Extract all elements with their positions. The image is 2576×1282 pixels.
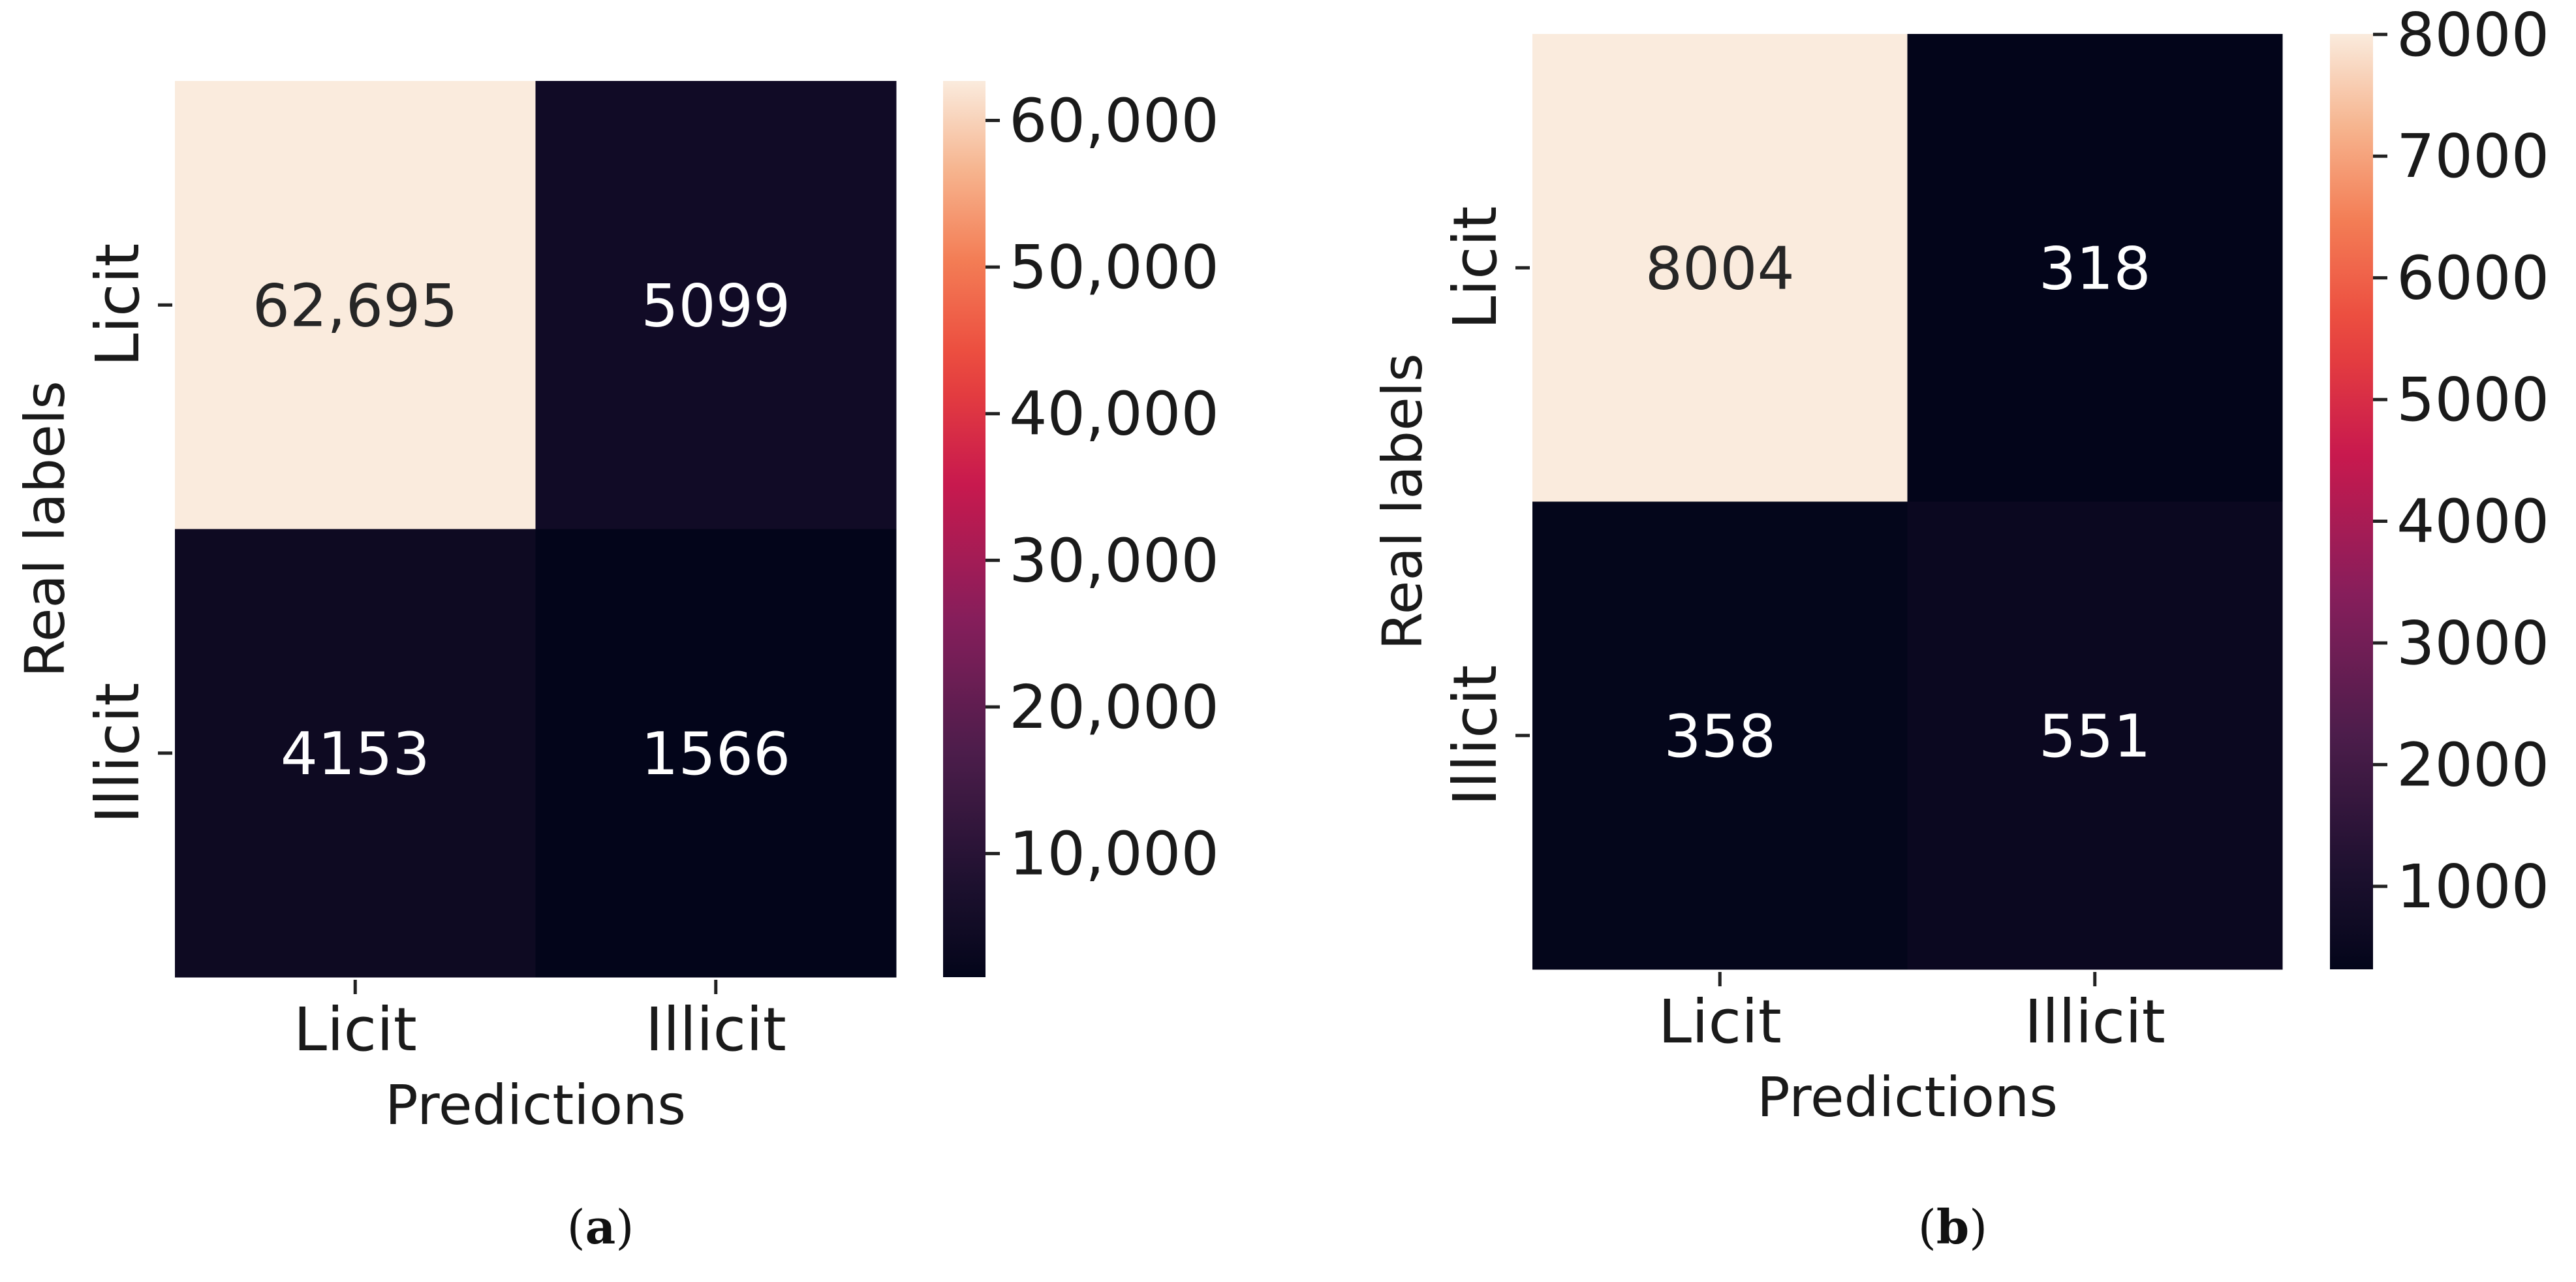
panel-label-b: (b) <box>1918 1199 1988 1255</box>
x-axis-label: Predictions <box>1757 1065 2058 1129</box>
cell-value-label: 551 <box>2039 702 2151 771</box>
cell-licit-licit <box>1532 34 1908 502</box>
colorbar-tick-label: 60,000 <box>1009 86 1219 156</box>
colorbar-tick-label: 3000 <box>2397 608 2549 678</box>
colorbar <box>943 81 985 977</box>
cell-value-label: 318 <box>2039 234 2151 303</box>
panel-letter: a <box>585 1199 616 1255</box>
x-tick-label-licit: Licit <box>294 995 417 1065</box>
cell-value-label: 62,695 <box>253 272 458 340</box>
panel-label-a: (a) <box>567 1199 634 1255</box>
colorbar-tick-label: 8000 <box>2397 0 2549 70</box>
colorbar-tick-label: 30,000 <box>1009 525 1219 595</box>
colorbar <box>2330 34 2373 969</box>
heatmap-panel-a: 62,695 5099 4153 1566 Licit Illicit Licit Illic… <box>13 81 1219 1255</box>
cell-value-label: 5099 <box>641 272 790 340</box>
y-axis-label: Real labels <box>1371 353 1435 650</box>
cell-value-label: 4153 <box>281 720 430 789</box>
x-tick-label-illicit: Illicit <box>2025 987 2165 1057</box>
y-axis-label: Real labels <box>13 381 77 678</box>
y-tick-label-licit: Licit <box>1440 206 1510 330</box>
cell-value-label: 1566 <box>641 720 790 789</box>
cell-illicit-licit <box>175 529 536 978</box>
cell-licit-illicit <box>535 81 897 529</box>
colorbar-tick-label: 6000 <box>2397 243 2549 313</box>
y-tick-label-illicit: Illicit <box>83 683 153 824</box>
cell-illicit-illicit <box>535 529 897 978</box>
colorbar-tick-label: 5000 <box>2397 365 2549 435</box>
colorbar-tick-label: 2000 <box>2397 730 2549 800</box>
cell-illicit-illicit <box>1907 501 2283 970</box>
cell-licit-licit <box>175 81 536 529</box>
heatmap-panel-b: 8004 318 358 551 Licit Illicit Licit Illicit Pre… <box>1371 0 2549 1255</box>
colorbar-tick-label: 1000 <box>2397 852 2549 922</box>
y-tick-label-illicit: Illicit <box>1440 665 1510 806</box>
colorbar-tick-label: 40,000 <box>1009 379 1219 449</box>
colorbar-tick-label: 20,000 <box>1009 672 1219 742</box>
x-tick-label-illicit: Illicit <box>645 995 786 1065</box>
cell-value-label: 8004 <box>1645 234 1795 303</box>
x-tick-label-licit: Licit <box>1658 987 1782 1057</box>
cell-licit-illicit <box>1907 34 2283 502</box>
cell-illicit-licit <box>1532 501 1908 970</box>
panel-letter: b <box>1936 1199 1969 1255</box>
colorbar-tick-label: 50,000 <box>1009 232 1219 302</box>
y-tick-label-licit: Licit <box>83 243 153 367</box>
cell-value-label: 358 <box>1664 702 1776 771</box>
colorbar-tick-label: 7000 <box>2397 121 2549 191</box>
colorbar-tick-label: 4000 <box>2397 487 2549 557</box>
colorbar-tick-label: 10,000 <box>1009 819 1219 889</box>
x-axis-label: Predictions <box>385 1073 686 1137</box>
